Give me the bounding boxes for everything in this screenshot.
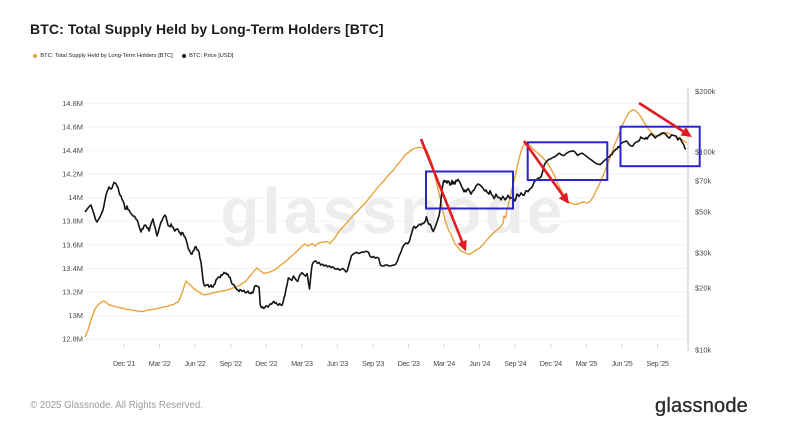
svg-text:$30k: $30k — [695, 249, 712, 258]
svg-text:$20k: $20k — [695, 284, 712, 293]
svg-text:Dec '22: Dec '22 — [255, 359, 277, 368]
svg-text:13.2M: 13.2M — [62, 287, 83, 296]
svg-text:Mar '22: Mar '22 — [149, 359, 171, 368]
svg-text:$100k: $100k — [695, 148, 716, 157]
svg-text:$200k: $200k — [695, 87, 716, 96]
svg-text:Dec '23: Dec '23 — [398, 359, 420, 368]
svg-text:13.8M: 13.8M — [62, 217, 83, 226]
svg-text:14.6M: 14.6M — [62, 122, 83, 131]
svg-text:Sep '22: Sep '22 — [220, 359, 242, 368]
svg-text:Jun '25: Jun '25 — [612, 359, 633, 368]
svg-text:14.2M: 14.2M — [62, 170, 83, 179]
svg-text:Jun '24: Jun '24 — [469, 359, 490, 368]
svg-text:12.8M: 12.8M — [62, 335, 83, 344]
svg-text:Dec '21: Dec '21 — [113, 359, 135, 368]
svg-text:14.8M: 14.8M — [62, 99, 83, 108]
svg-text:Sep '23: Sep '23 — [362, 359, 384, 368]
svg-text:13.4M: 13.4M — [62, 264, 83, 273]
svg-text:Sep '25: Sep '25 — [646, 359, 668, 368]
svg-text:Jun '22: Jun '22 — [185, 359, 206, 368]
svg-text:$50k: $50k — [695, 208, 712, 217]
svg-text:Mar '25: Mar '25 — [576, 359, 598, 368]
svg-text:$10k: $10k — [695, 346, 712, 355]
svg-text:Mar '23: Mar '23 — [291, 359, 313, 368]
svg-text:glassnode: glassnode — [220, 175, 565, 247]
svg-text:14M: 14M — [68, 193, 83, 202]
svg-text:Sep '24: Sep '24 — [504, 359, 526, 368]
svg-text:Mar '24: Mar '24 — [433, 359, 455, 368]
svg-text:13M: 13M — [68, 311, 83, 320]
svg-text:14.4M: 14.4M — [62, 146, 83, 155]
svg-text:Dec '24: Dec '24 — [540, 359, 562, 368]
svg-text:$70k: $70k — [695, 176, 712, 185]
svg-text:13.6M: 13.6M — [62, 240, 83, 249]
svg-text:Jun '23: Jun '23 — [327, 359, 348, 368]
